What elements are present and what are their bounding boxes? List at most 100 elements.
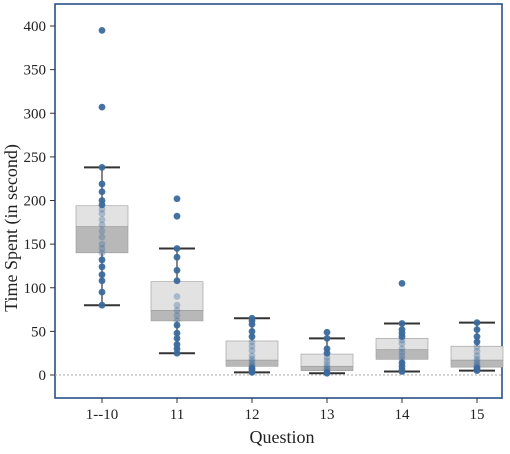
data-point [473,333,481,341]
data-point [173,245,181,252]
data-point [98,256,106,264]
x-tick-label: 13 [320,407,335,423]
data-point [323,357,331,365]
box-lower [150,310,204,322]
data-point [98,263,106,271]
data-point [323,334,331,342]
data-point [323,349,331,357]
data-point [398,320,406,327]
data-point [98,249,106,257]
data-point [98,301,106,309]
data-point [173,307,181,314]
y-tick-label: 0 [39,368,47,384]
data-point [248,368,256,376]
data-point [98,277,106,285]
y-tick-label: 50 [31,324,46,340]
data-point [248,338,256,346]
box-group-12 [225,314,279,376]
data-point [173,301,181,309]
data-point [473,367,481,375]
data-point [473,352,481,360]
data-point [98,216,106,224]
data-point [98,188,106,196]
data-point [173,329,181,337]
y-tick-label: 200 [24,194,47,210]
data-point [398,279,406,287]
x-tick-label: 15 [470,407,485,423]
data-point [98,227,106,235]
box-upper [150,281,204,311]
data-point [248,355,256,363]
data-point [248,358,256,366]
data-point [473,358,481,366]
data-point [173,321,181,329]
data-point [323,363,331,371]
data-point [473,319,481,327]
data-point [98,210,106,217]
x-tick-label: 14 [395,407,411,423]
data-point [98,233,106,241]
plot-area [54,3,504,399]
data-point [473,338,481,346]
plot-frame [54,3,503,399]
data-point [323,328,331,336]
data-point [398,348,406,356]
data-point [98,240,106,248]
data-point [398,336,406,344]
data-point [323,354,331,361]
data-point [173,212,181,220]
y-tick-label: 300 [24,106,47,122]
data-point [248,342,256,350]
data-point [248,320,256,328]
x-tick-label: 11 [170,407,184,423]
box-lower [75,226,129,254]
data-point [98,288,106,296]
data-point [473,343,481,351]
data-point [473,326,481,334]
data-point [398,333,406,341]
x-tick-label: 1--10 [86,407,119,423]
data-point [173,312,181,320]
data-point [98,245,106,252]
data-point [248,327,256,335]
data-point [173,349,181,357]
data-point [323,361,331,368]
data-point [173,195,181,203]
data-point [398,345,406,353]
data-point [248,333,256,341]
data-point [173,277,181,285]
data-point [173,253,181,261]
y-axis-title: Time Spent (in second) [1,144,22,312]
y-tick-label: 350 [24,63,47,79]
data-point [98,26,106,34]
y-tick-label: 150 [24,237,47,253]
data-point [248,347,256,354]
data-point [248,352,256,360]
data-point [398,352,406,360]
data-point [173,293,181,300]
data-point [98,180,106,188]
box-group-14 [375,279,429,375]
data-point [398,340,406,347]
data-point [98,201,106,209]
box-group-13 [300,328,354,377]
y-tick-label: 100 [24,281,47,297]
data-point [98,103,106,111]
data-point [98,205,106,213]
data-point [98,163,106,171]
y-tick-label: 400 [24,19,47,35]
data-point [98,271,106,279]
x-tick-label: 12 [245,407,260,423]
data-point [98,221,106,229]
y-tick-label: 250 [24,150,47,166]
data-point [473,355,481,363]
box-group-11 [150,195,204,357]
box-lower [375,349,429,360]
data-point [473,348,481,355]
x-axis-title: Question [250,427,315,447]
box-group-1--10 [75,26,129,309]
data-point [398,368,406,375]
data-point [173,334,181,342]
data-point [323,369,331,377]
